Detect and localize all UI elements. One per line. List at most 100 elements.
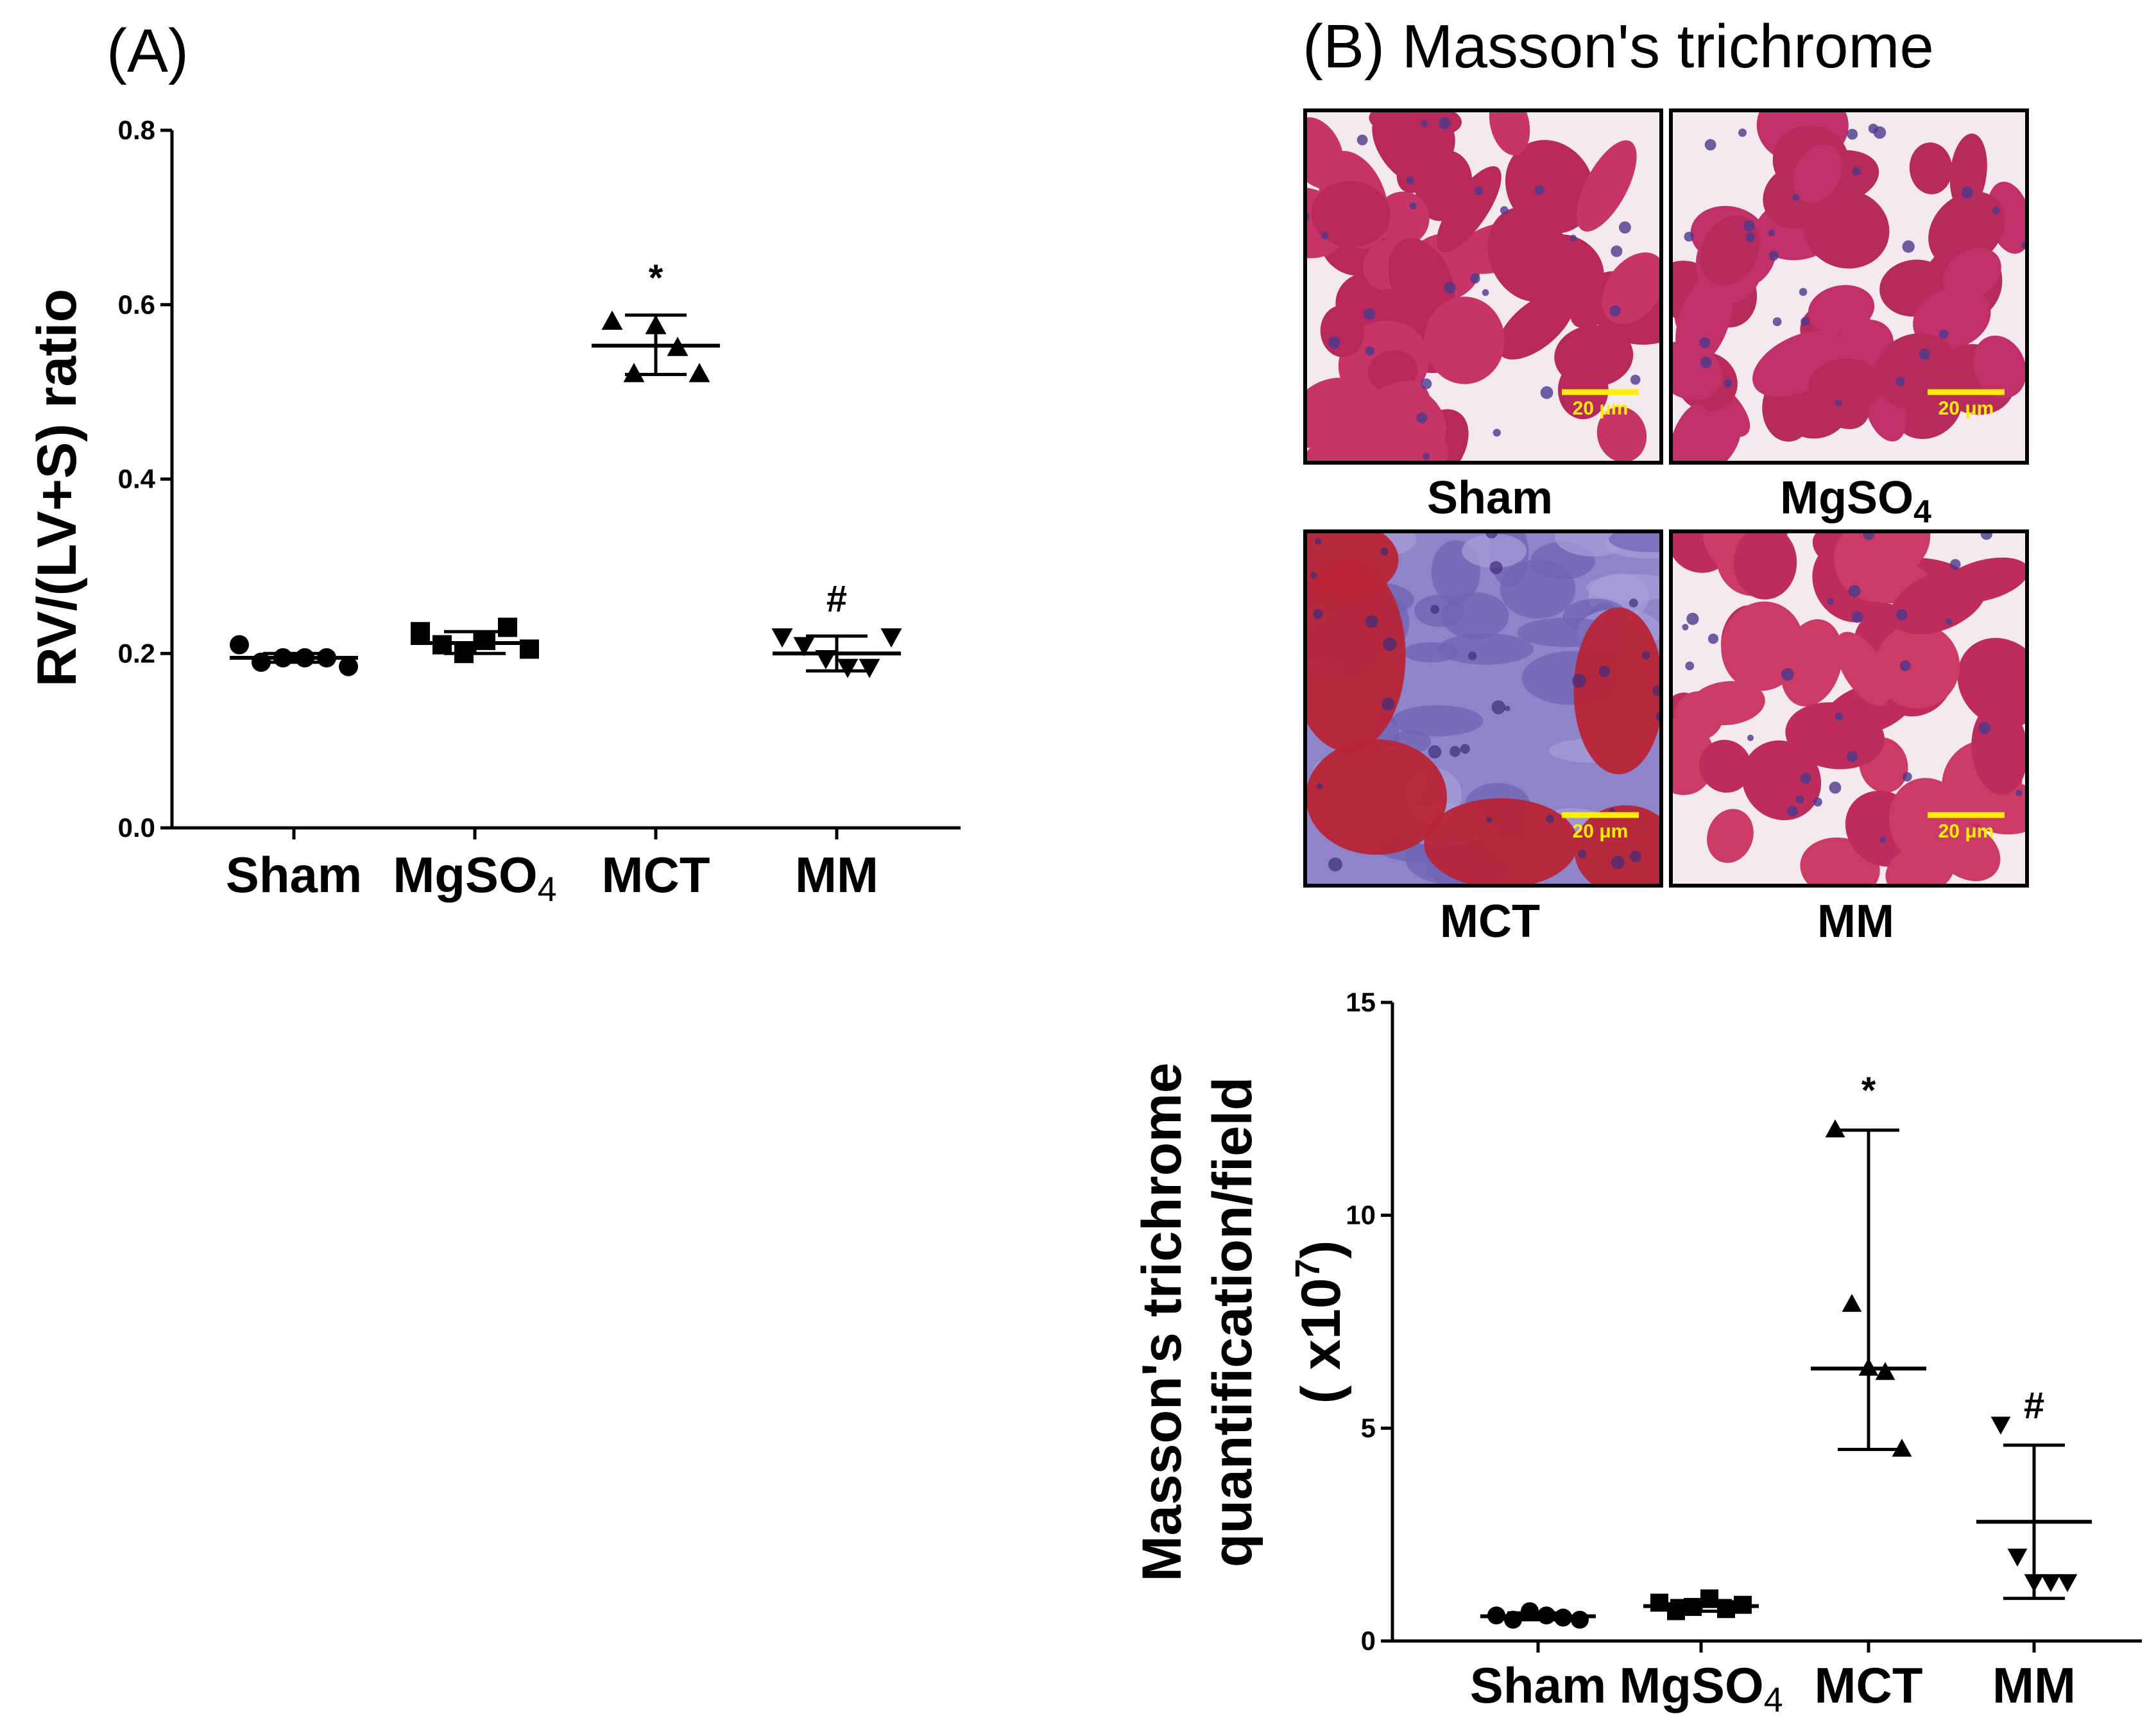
data-point bbox=[1734, 1595, 1752, 1614]
scale-bar-label: 20 μm bbox=[1938, 398, 1994, 419]
y-tick-label: 15 bbox=[1346, 987, 1376, 1017]
data-point bbox=[623, 363, 645, 382]
micrograph-frame bbox=[1303, 529, 1663, 888]
series-0 bbox=[1480, 1602, 1596, 1629]
data-point bbox=[1537, 1606, 1555, 1625]
data-point bbox=[454, 644, 474, 664]
micrograph-label: Sham bbox=[1427, 472, 1553, 524]
data-point bbox=[837, 658, 859, 678]
data-point bbox=[1487, 1606, 1505, 1625]
y-tick-label: 0.0 bbox=[118, 812, 155, 843]
scale-bar-label: 20 μm bbox=[1938, 821, 1994, 842]
significance-marker: # bbox=[826, 578, 847, 620]
micrograph-label: MM bbox=[1817, 896, 1894, 947]
y-axis-unit: ( x107) bbox=[1288, 1241, 1352, 1404]
data-point bbox=[1650, 1593, 1668, 1612]
y-tick-label: 0 bbox=[1361, 1626, 1376, 1656]
data-point bbox=[2057, 1574, 2078, 1592]
data-point bbox=[667, 336, 689, 356]
chart-a: 0.0 0.2 0.4 0.6 0.8 Sham MgSO4 MCT MM * # RV/(LV+S)… bbox=[26, 115, 961, 909]
data-point bbox=[1554, 1608, 1572, 1627]
data-point bbox=[601, 310, 623, 330]
data-point bbox=[317, 648, 336, 668]
data-point bbox=[645, 314, 667, 334]
y-axis-title: Masson's trichrome bbox=[1131, 1062, 1193, 1581]
data-point bbox=[411, 622, 430, 642]
x-tick-label: Sham bbox=[1470, 1657, 1606, 1714]
micrograph-label: MCT bbox=[1440, 896, 1540, 947]
data-point bbox=[1521, 1602, 1539, 1620]
data-point bbox=[1825, 1119, 1845, 1138]
micrograph-mgso: 20 μm MgSO4 bbox=[1669, 108, 2029, 529]
data-point bbox=[1684, 1597, 1702, 1616]
data-point bbox=[2041, 1574, 2061, 1592]
data-point bbox=[689, 363, 710, 382]
series-0 bbox=[230, 635, 358, 676]
y-axis-title: RV/(LV+S) ratio bbox=[26, 289, 88, 687]
x-tick-label: MM bbox=[795, 846, 878, 903]
chart-b: 0 5 10 15 Sham MgSO4 MCT MM * # Masson's trichrome… bbox=[1131, 987, 2142, 1718]
scale-bar-label: 20 μm bbox=[1573, 398, 1629, 419]
series-3: # bbox=[771, 578, 902, 678]
data-point bbox=[771, 628, 793, 648]
micrograph-frame bbox=[1669, 108, 2029, 465]
x-tick-label: MCT bbox=[1815, 1657, 1923, 1714]
micrograph-mm: 20 μm MM bbox=[1669, 529, 2029, 947]
data-point bbox=[498, 617, 517, 637]
significance-marker: # bbox=[2024, 1385, 2044, 1427]
micrograph-label: MgSO4 bbox=[1780, 472, 1931, 529]
data-point bbox=[815, 650, 837, 670]
data-point bbox=[1858, 1357, 1879, 1376]
data-point bbox=[2024, 1574, 2044, 1592]
series-1 bbox=[411, 617, 539, 664]
data-point bbox=[1667, 1602, 1685, 1620]
significance-marker: * bbox=[1861, 1070, 1876, 1112]
data-point bbox=[520, 639, 539, 659]
y-tick-label: 10 bbox=[1346, 1200, 1376, 1230]
x-tick-label: MgSO4 bbox=[393, 846, 556, 909]
y-tick-label: 0.2 bbox=[118, 638, 155, 668]
y-tick-label: 0.8 bbox=[118, 115, 155, 145]
panel-b-label: (B) Masson's trichrome bbox=[1303, 12, 1934, 81]
micrograph-grid: 20 μm Sham 20 μm MgSO4 20 μm MCT 20 μm MM bbox=[1303, 108, 2029, 947]
data-point bbox=[1990, 1416, 2011, 1435]
y-tick-label: 0.4 bbox=[118, 464, 156, 494]
data-point bbox=[2007, 1549, 2028, 1567]
micrograph-sham: 20 μm Sham bbox=[1303, 108, 1663, 524]
panel-a-label: (A) bbox=[107, 17, 189, 85]
y-axis-title-line2: quantification/field bbox=[1202, 1077, 1263, 1567]
x-tick-label: MgSO4 bbox=[1619, 1657, 1783, 1718]
data-point bbox=[1875, 1362, 1895, 1380]
data-point bbox=[859, 658, 880, 678]
data-point bbox=[1571, 1610, 1589, 1629]
data-point bbox=[1892, 1438, 1912, 1457]
x-tick-label: Sham bbox=[226, 846, 362, 903]
data-point bbox=[295, 648, 314, 668]
data-point bbox=[432, 635, 452, 655]
data-point bbox=[1717, 1600, 1735, 1619]
data-point bbox=[476, 630, 495, 650]
series-3: # bbox=[1976, 1385, 2092, 1601]
data-point bbox=[793, 637, 815, 657]
x-tick-label: MM bbox=[1992, 1657, 2076, 1714]
data-point bbox=[339, 657, 358, 676]
micrograph-frame bbox=[1669, 529, 2029, 888]
series-2: * bbox=[1811, 1070, 1926, 1457]
micrograph-frame bbox=[1303, 108, 1663, 465]
data-point bbox=[1842, 1294, 1862, 1312]
series-1 bbox=[1643, 1589, 1759, 1620]
scale-bar-label: 20 μm bbox=[1573, 821, 1629, 842]
data-point bbox=[252, 652, 271, 672]
micrograph-mct: 20 μm MCT bbox=[1303, 529, 1663, 947]
data-point bbox=[230, 635, 249, 655]
y-tick-label: 5 bbox=[1361, 1413, 1376, 1443]
data-point bbox=[880, 628, 902, 648]
data-point bbox=[273, 648, 293, 668]
data-point bbox=[1700, 1589, 1718, 1608]
data-point bbox=[1504, 1610, 1522, 1629]
significance-marker: * bbox=[649, 257, 663, 299]
series-2: * bbox=[592, 257, 720, 382]
y-tick-label: 0.6 bbox=[118, 289, 155, 320]
x-tick-label: MCT bbox=[602, 846, 710, 903]
